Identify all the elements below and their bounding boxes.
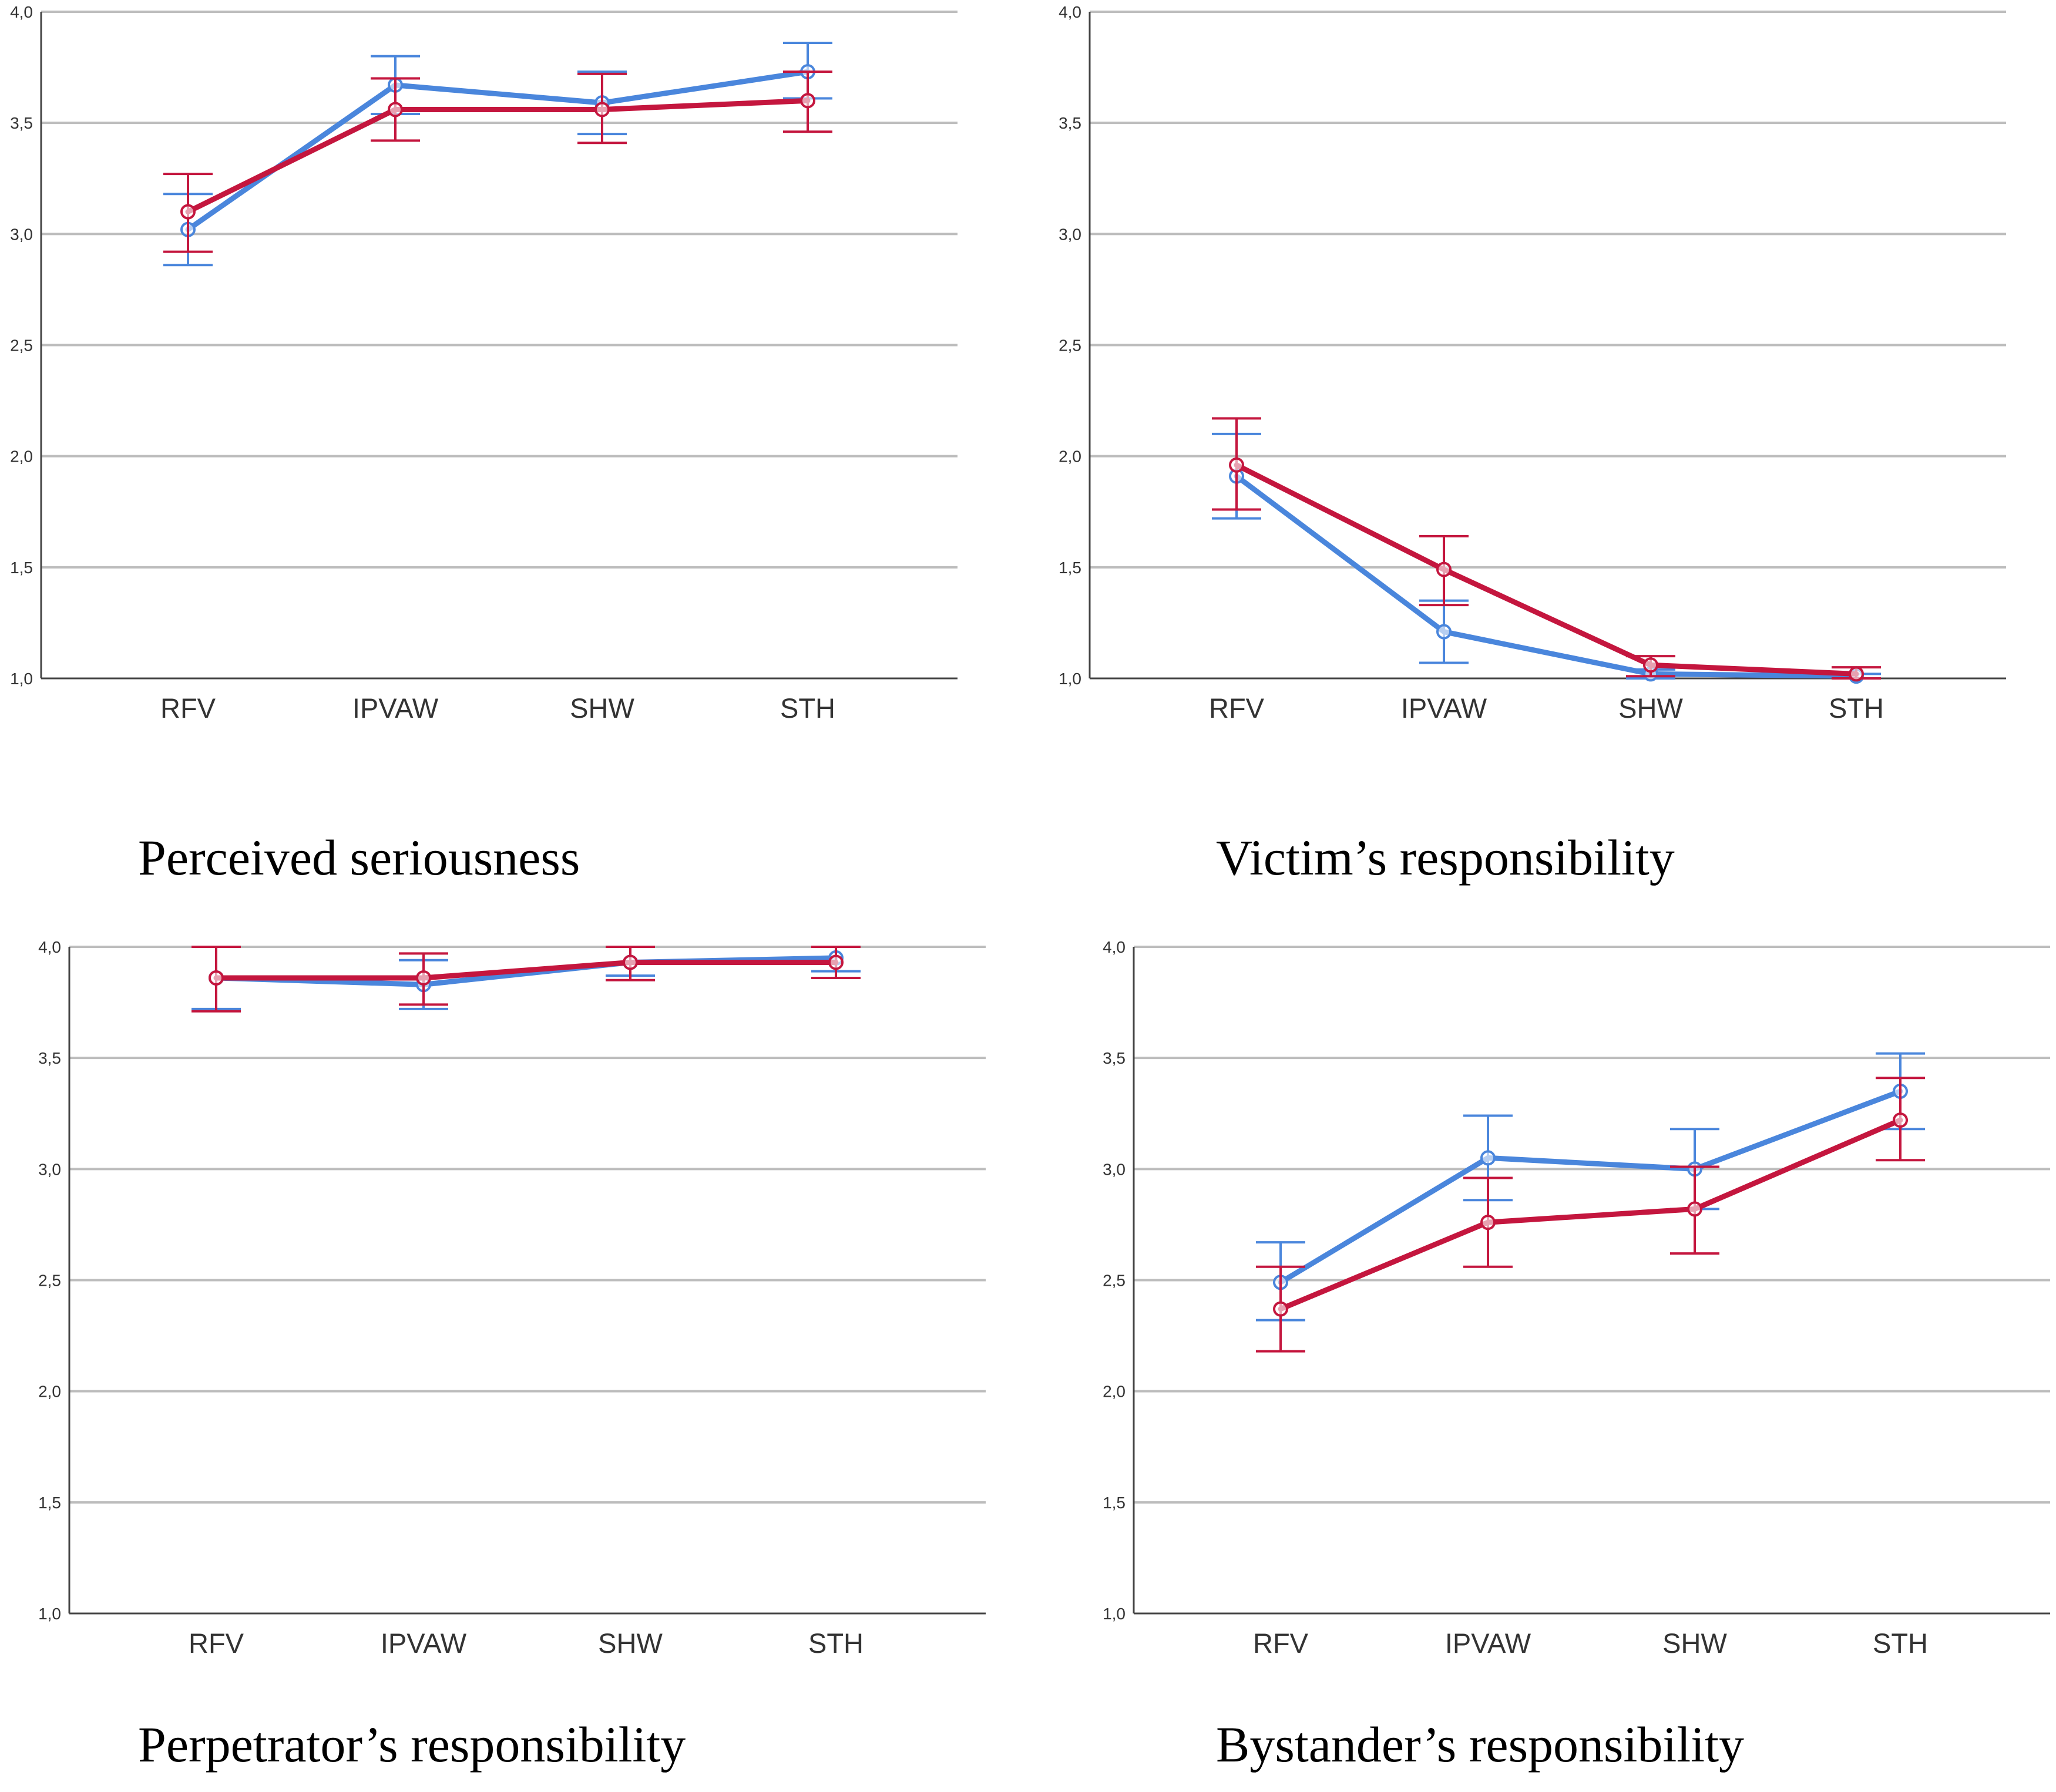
y-tick-label: 2,5 — [1059, 337, 1081, 355]
series-line-blue — [1278, 1088, 1903, 1285]
chart-panel-perpetrator: 1,0 1,5 2,0 2,5 3,0 3,5 4,0 RFV IPVAW SHW STH Perp… — [0, 916, 1028, 1792]
x-tick-label: STH — [1829, 692, 1884, 724]
y-tick-label: 2,0 — [1103, 1383, 1126, 1401]
y-tick-label: 1,0 — [10, 670, 33, 688]
chart-panel-bystander: 1,0 1,5 2,0 2,5 3,0 3,5 4,0 RFV IPVAW SHW STH Byst… — [1028, 916, 2056, 1792]
x-tick-label: RFV — [160, 692, 216, 724]
y-tick-label: 2,5 — [10, 337, 33, 355]
y-tick-label: 2,0 — [1059, 448, 1081, 466]
series-line-blue — [1234, 473, 1859, 679]
y-tick-label: 1,5 — [1103, 1494, 1126, 1512]
y-tick-label: 1,0 — [38, 1605, 61, 1623]
x-tick-label: STH — [1873, 1628, 1928, 1659]
series-line-red — [1234, 462, 1859, 677]
data-point-red — [209, 970, 224, 986]
y-tick-label: 2,5 — [38, 1272, 61, 1290]
data-point-red — [1229, 457, 1244, 473]
y-tick-label: 4,0 — [1059, 3, 1081, 21]
y-tick-label: 1,5 — [10, 559, 33, 577]
data-point-red — [1480, 1215, 1496, 1230]
x-tick-label: IPVAW — [1445, 1628, 1531, 1659]
chart-victim: 1,0 1,5 2,0 2,5 3,0 3,5 4,0 RFV IPVAW SHW STH — [1059, 3, 2006, 724]
x-tick-label: IPVAW — [1401, 692, 1487, 724]
series-line-red — [1278, 1117, 1903, 1312]
x-tick-label: RFV — [1253, 1628, 1309, 1659]
y-tick-label: 3,5 — [1059, 114, 1081, 132]
x-tick-label: SHW — [1618, 692, 1683, 724]
data-point-red — [1643, 657, 1658, 673]
y-tick-label: 1,5 — [1059, 559, 1081, 577]
chart-caption: Bystander’s responsibility — [1216, 1716, 1744, 1773]
y-tick-label: 1,0 — [1103, 1605, 1126, 1623]
y-tick-label: 3,0 — [1103, 1160, 1126, 1178]
y-tick-label: 4,0 — [10, 3, 33, 21]
data-point-red — [1849, 666, 1864, 682]
data-point-red — [388, 102, 403, 117]
x-tick-label: RFV — [1209, 692, 1265, 724]
y-tick-label: 1,0 — [1059, 670, 1081, 688]
y-tick-label: 2,0 — [38, 1383, 61, 1401]
x-tick-label: STH — [808, 1628, 864, 1659]
chart-bystander: 1,0 1,5 2,0 2,5 3,0 3,5 4,0 RFV IPVAW SHW STH — [1103, 938, 2050, 1659]
chart-caption: Victim’s responsibility — [1216, 829, 1675, 886]
data-point-blue — [1480, 1150, 1496, 1166]
x-tick-label: SHW — [570, 692, 634, 724]
y-tick-label: 2,5 — [1103, 1272, 1126, 1290]
series-line-red — [213, 959, 839, 981]
x-tick-label: IPVAW — [352, 692, 439, 724]
x-tick-label: SHW — [1662, 1628, 1727, 1659]
series-line-blue — [185, 69, 811, 233]
chart-seriousness: 1,0 1,5 2,0 2,5 3,0 3,5 4,0 RFV IPVAW SHW STH — [10, 3, 958, 724]
y-tick-label: 3,0 — [10, 225, 33, 243]
chart-panel-seriousness: 1,0 1,5 2,0 2,5 3,0 3,5 4,0 RFV IPVAW SHW STH Perc… — [0, 0, 1028, 886]
data-point-red — [594, 102, 610, 117]
x-tick-label: RFV — [189, 1628, 244, 1659]
x-tick-label: STH — [780, 692, 835, 724]
chart-perpetrator: 1,0 1,5 2,0 2,5 3,0 3,5 4,0 RFV IPVAW SHW STH — [38, 938, 986, 1659]
y-tick-label: 1,5 — [38, 1494, 61, 1512]
data-point-red — [1273, 1301, 1288, 1317]
y-tick-label: 3,0 — [1059, 225, 1081, 243]
chart-panel-victim: 1,0 1,5 2,0 2,5 3,0 3,5 4,0 RFV IPVAW SHW STH Vict… — [1028, 0, 2056, 886]
data-point-red — [1687, 1201, 1702, 1217]
series-line-red — [185, 97, 811, 214]
data-point-red — [623, 954, 638, 970]
y-tick-label: 4,0 — [1103, 938, 1126, 956]
data-point-red — [180, 204, 196, 220]
y-tick-label: 2,0 — [10, 448, 33, 466]
chart-caption: Perceived seriousness — [138, 829, 580, 886]
data-point-red — [416, 970, 431, 986]
data-point-red — [800, 93, 815, 109]
data-point-red — [1893, 1112, 1908, 1128]
y-tick-label: 3,0 — [38, 1160, 61, 1178]
data-point-red — [1436, 562, 1452, 577]
y-tick-label: 3,5 — [38, 1049, 61, 1067]
data-point-red — [828, 954, 844, 970]
data-point-blue — [1436, 624, 1452, 640]
y-tick-label: 3,5 — [10, 114, 33, 132]
y-tick-label: 4,0 — [38, 938, 61, 956]
x-tick-label: IPVAW — [381, 1628, 467, 1659]
chart-caption: Perpetrator’s responsibility — [138, 1716, 686, 1773]
x-tick-label: SHW — [598, 1628, 663, 1659]
y-tick-label: 3,5 — [1103, 1049, 1126, 1067]
